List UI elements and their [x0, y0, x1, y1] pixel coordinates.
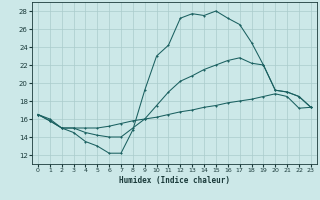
X-axis label: Humidex (Indice chaleur): Humidex (Indice chaleur)	[119, 176, 230, 185]
